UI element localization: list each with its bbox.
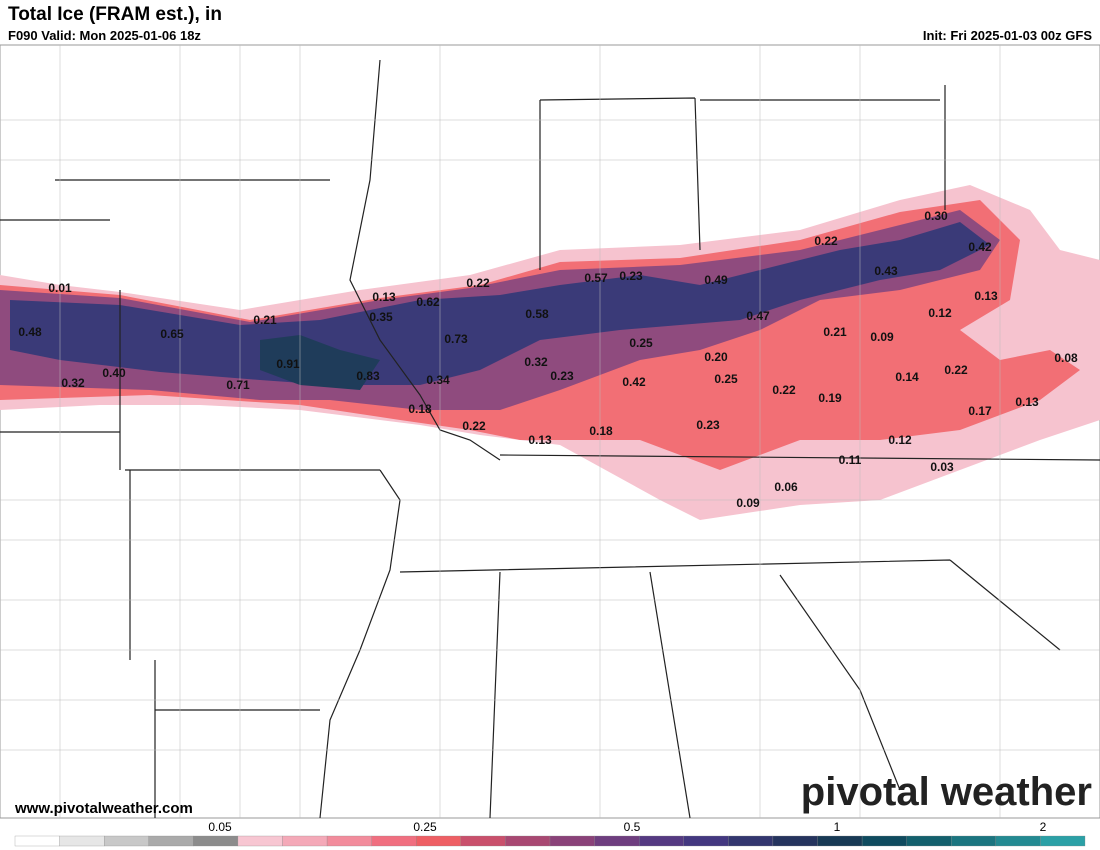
colorbar-swatch <box>683 835 729 847</box>
point-label: 0.34 <box>426 373 450 387</box>
point-label: 0.22 <box>462 419 486 433</box>
point-label: 0.13 <box>528 433 552 447</box>
point-label: 0.23 <box>550 369 574 383</box>
point-label: 0.65 <box>160 327 184 341</box>
colorbar-swatch <box>906 835 952 847</box>
point-label: 0.57 <box>584 271 608 285</box>
colorbar-swatch <box>505 835 551 847</box>
colorbar-swatch <box>193 835 239 847</box>
title: Total Ice (FRAM est.), in <box>8 4 222 25</box>
colorbar: 0.05 0.25 0.5 1 2 <box>14 820 1086 847</box>
point-label: 0.32 <box>61 376 85 390</box>
map: 0.01 0.48 0.32 0.40 0.65 0.21 0.71 0.91 0.83 0.13… <box>0 44 1100 819</box>
point-label: 0.22 <box>466 276 490 290</box>
colorbar-swatch <box>104 835 149 847</box>
point-label: 0.11 <box>839 453 862 467</box>
colorbar-swatch <box>14 835 60 847</box>
point-label: 0.48 <box>18 325 42 339</box>
point-label: 0.49 <box>704 273 728 287</box>
point-label: 0.09 <box>736 496 760 510</box>
point-label: 0.03 <box>930 460 954 474</box>
colorbar-tick-label: 1 <box>834 820 841 834</box>
point-label: 0.19 <box>818 391 842 405</box>
point-label: 0.09 <box>870 330 894 344</box>
point-label: 0.42 <box>968 240 992 254</box>
point-label: 0.22 <box>944 363 968 377</box>
ice-max <box>260 335 380 390</box>
colorbar-tick-label: 0.05 <box>208 820 232 834</box>
point-label: 0.13 <box>372 290 396 304</box>
point-label: 0.22 <box>814 234 838 248</box>
point-label: 0.91 <box>276 357 300 371</box>
point-label: 0.23 <box>619 269 643 283</box>
colorbar-swatch <box>639 835 684 847</box>
ice-core <box>10 222 990 385</box>
colorbar-swatch <box>728 835 774 847</box>
init-time: Init: Fri 2025-01-03 00z GFS <box>923 28 1092 43</box>
point-label: 0.18 <box>589 424 613 438</box>
colorbar-swatch <box>460 835 506 847</box>
point-label: 0.13 <box>1015 395 1039 409</box>
colorbar-swatch <box>817 835 863 847</box>
website: www.pivotalweather.com <box>14 800 193 817</box>
colorbar-swatch <box>416 835 461 847</box>
point-label: 0.01 <box>48 281 72 295</box>
point-label: 0.71 <box>226 378 250 392</box>
colorbar-swatch <box>237 835 283 847</box>
point-label: 0.35 <box>369 310 393 324</box>
county-lines <box>0 45 1100 818</box>
point-label: 0.47 <box>746 309 770 323</box>
point-label: 0.83 <box>356 369 380 383</box>
colorbar-swatch <box>549 835 595 847</box>
colorbar-tick-label: 0.5 <box>624 820 641 834</box>
point-label: 0.12 <box>928 306 952 320</box>
colorbar-tick-label: 2 <box>1040 820 1047 834</box>
colorbar-swatch <box>772 835 818 847</box>
colorbar-swatch <box>148 835 194 847</box>
colorbar-swatch <box>326 835 372 847</box>
point-labels: 0.01 0.48 0.32 0.40 0.65 0.21 0.71 0.91 0.83 0.13… <box>18 209 1078 510</box>
point-label: 0.62 <box>416 295 440 309</box>
point-label: 0.14 <box>895 370 919 384</box>
colorbar-swatch <box>861 835 907 847</box>
point-label: 0.30 <box>924 209 948 223</box>
logo: pivotal weather <box>801 770 1092 814</box>
colorbar-swatch <box>594 835 640 847</box>
colorbar-swatch <box>951 835 996 847</box>
point-label: 0.12 <box>888 433 912 447</box>
colorbar-swatch <box>371 835 417 847</box>
point-label: 0.18 <box>408 402 432 416</box>
colorbar-swatch <box>1040 835 1086 847</box>
point-label: 0.43 <box>874 264 898 278</box>
point-label: 0.58 <box>525 307 549 321</box>
point-label: 0.32 <box>524 355 548 369</box>
point-label: 0.25 <box>629 336 653 350</box>
point-label: 0.73 <box>444 332 468 346</box>
point-label: 0.08 <box>1054 351 1078 365</box>
point-label: 0.17 <box>968 404 992 418</box>
point-label: 0.40 <box>102 366 126 380</box>
point-label: 0.06 <box>774 480 798 494</box>
colorbar-tick-label: 0.25 <box>413 820 437 834</box>
point-label: 0.23 <box>696 418 720 432</box>
colorbar-swatch <box>282 835 328 847</box>
point-label: 0.22 <box>772 383 796 397</box>
state-borders <box>0 59 1100 819</box>
point-label: 0.13 <box>974 289 998 303</box>
point-label: 0.21 <box>823 325 847 339</box>
colorbar-swatch <box>995 835 1041 847</box>
valid-time: F090 Valid: Mon 2025-01-06 18z <box>8 28 201 43</box>
point-label: 0.25 <box>714 372 738 386</box>
point-label: 0.42 <box>622 375 646 389</box>
point-label: 0.20 <box>704 350 728 364</box>
colorbar-swatch <box>59 835 105 847</box>
point-label: 0.21 <box>253 313 277 327</box>
